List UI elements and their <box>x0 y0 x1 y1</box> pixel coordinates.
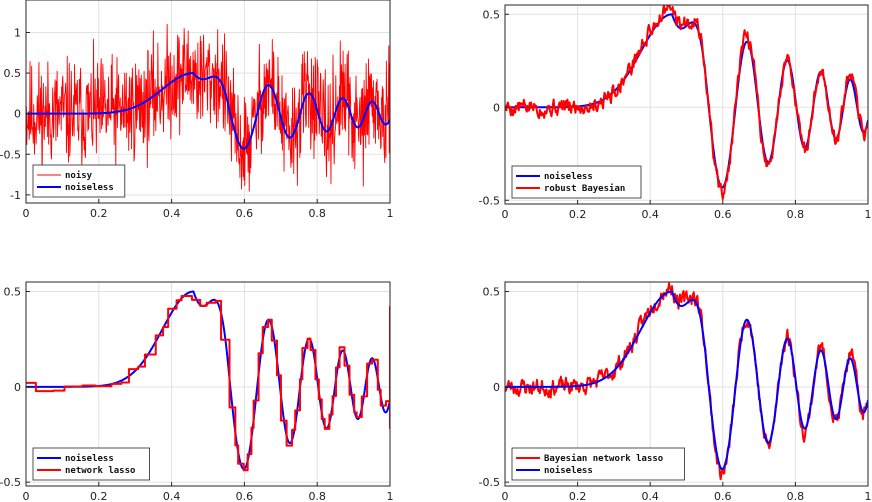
axes-box <box>25 281 391 487</box>
legend-label: noiseless <box>544 465 593 476</box>
x-tick-label: 0.4 <box>163 207 181 220</box>
y-tick-label: -0.5 <box>0 148 21 161</box>
y-tick-label: 0.5 <box>4 286 22 299</box>
series-line-noisy <box>26 23 390 192</box>
x-tick-label: 0 <box>23 207 30 220</box>
x-tick-label: 0 <box>502 208 509 221</box>
legend-box <box>511 165 642 199</box>
y-tick-label: 0 <box>14 108 21 121</box>
legend-label: robust Bayesian <box>544 183 625 194</box>
x-tick-label: 0.2 <box>569 208 587 221</box>
legend-label: noiseless <box>544 171 593 182</box>
series-line-noiseless <box>505 290 868 471</box>
series-line-network-lasso <box>26 294 390 472</box>
y-tick-label: 0.5 <box>483 8 501 21</box>
x-tick-label: 0.8 <box>787 490 805 502</box>
x-tick-label: 0.2 <box>569 490 587 502</box>
x-tick-label: 0.2 <box>90 490 108 502</box>
y-tick-label: 0 <box>493 381 500 394</box>
x-tick-label: 1 <box>865 208 872 221</box>
x-tick-label: 0.6 <box>236 207 254 220</box>
legend-box <box>32 164 126 198</box>
legend-label: noiseless <box>65 453 114 464</box>
x-tick-label: 0.4 <box>641 208 659 221</box>
x-tick-label: 1 <box>865 490 872 502</box>
y-tick-label: -0.5 <box>479 476 500 489</box>
x-tick-label: 1 <box>387 207 394 220</box>
y-tick-label: 0.5 <box>4 67 22 80</box>
legend: noiseless network lasso <box>32 447 150 481</box>
x-tick-label: 1 <box>387 490 394 502</box>
axes-box <box>25 0 391 204</box>
axes-box <box>504 281 869 487</box>
x-tick-label: 0.2 <box>90 207 108 220</box>
x-tick-label: 0.8 <box>787 208 805 221</box>
legend-box <box>32 447 150 481</box>
legend-label: Bayesian network lasso <box>544 453 663 464</box>
y-tick-label: -1 <box>10 189 21 202</box>
x-tick-label: 0 <box>23 490 30 502</box>
x-tick-label: 0.6 <box>714 208 732 221</box>
legend-label: noisy <box>65 170 93 181</box>
axes-box <box>504 4 869 205</box>
y-tick-label: -0.5 <box>0 476 21 489</box>
y-tick-label: 0 <box>14 381 21 394</box>
x-tick-label: 0.8 <box>308 207 326 220</box>
x-tick-label: 0.6 <box>236 490 254 502</box>
legend-label: noiseless <box>65 182 114 193</box>
y-tick-label: 0.5 <box>483 286 501 299</box>
series-line-noiseless <box>26 72 390 150</box>
x-tick-label: 0 <box>502 490 509 502</box>
y-tick-label: 0 <box>493 101 500 114</box>
legend-label: network lasso <box>65 466 135 476</box>
x-tick-label: 0.8 <box>308 490 326 502</box>
series-line-robust-bayesian <box>505 5 868 201</box>
x-tick-label: 0.6 <box>714 490 732 502</box>
y-tick-label: 1 <box>14 26 21 39</box>
x-tick-label: 0.4 <box>641 490 659 502</box>
x-tick-label: 0.4 <box>163 490 181 502</box>
legend-box <box>511 447 685 481</box>
y-tick-label: -0.5 <box>479 194 500 207</box>
